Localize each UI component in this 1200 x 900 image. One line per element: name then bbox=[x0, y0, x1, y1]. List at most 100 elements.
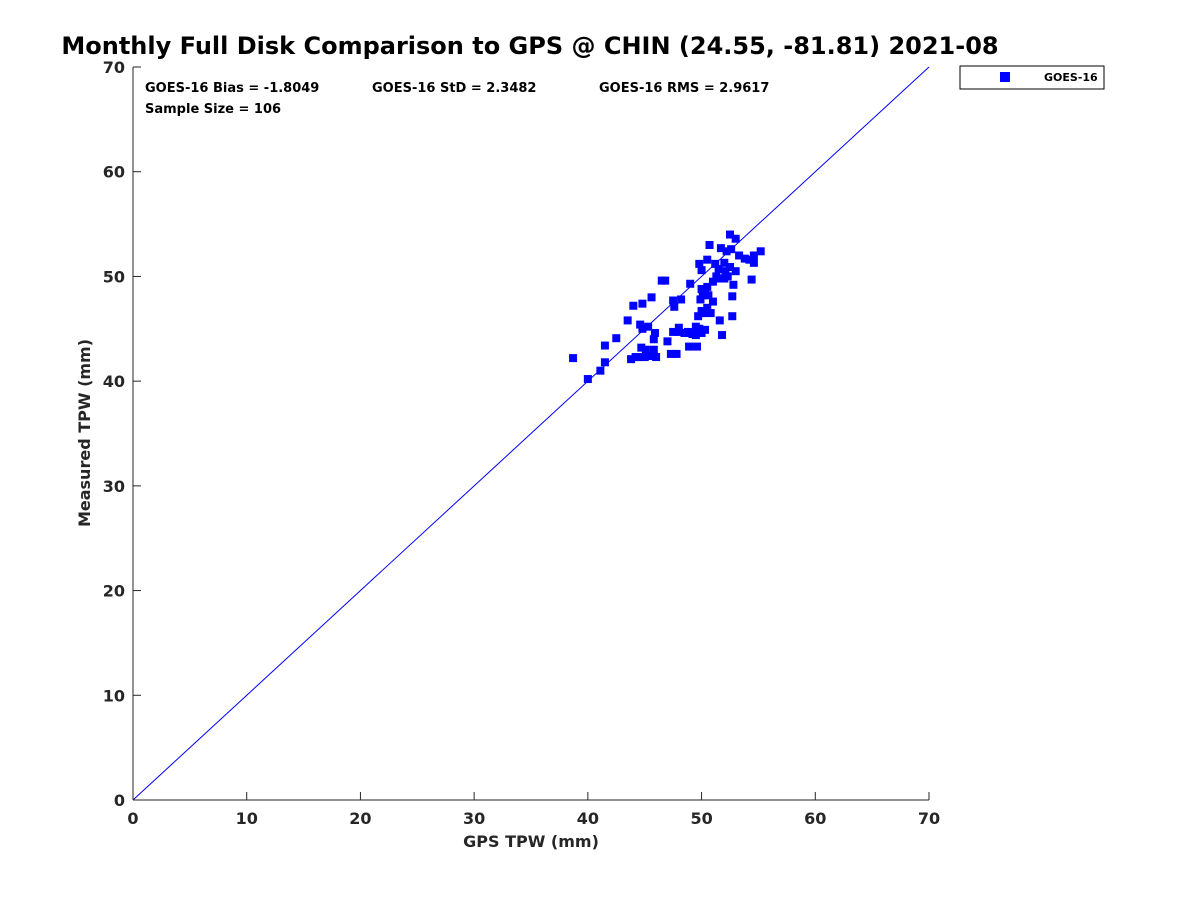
data-point bbox=[704, 291, 713, 300]
legend-box bbox=[959, 65, 1105, 90]
y-tick-label: 10 bbox=[103, 686, 125, 705]
data-point bbox=[623, 316, 632, 325]
data-point bbox=[731, 234, 740, 243]
data-point bbox=[735, 251, 744, 260]
data-point bbox=[722, 247, 731, 256]
data-point bbox=[629, 301, 638, 310]
data-point bbox=[641, 345, 650, 354]
x-tick-label: 30 bbox=[463, 809, 485, 828]
data-point bbox=[652, 353, 661, 362]
data-point bbox=[695, 259, 704, 268]
data-point bbox=[703, 255, 712, 264]
data-point bbox=[706, 309, 715, 318]
data-point bbox=[728, 292, 737, 301]
data-point bbox=[694, 312, 703, 321]
data-point bbox=[699, 309, 708, 318]
data-point bbox=[749, 251, 758, 260]
data-point bbox=[700, 287, 709, 296]
data-point bbox=[627, 355, 636, 364]
data-point bbox=[649, 345, 658, 354]
data-point bbox=[638, 299, 647, 308]
data-point bbox=[677, 295, 686, 304]
data-point bbox=[691, 331, 700, 340]
x-tick-label: 70 bbox=[918, 809, 940, 828]
data-point bbox=[708, 277, 717, 286]
data-point bbox=[661, 276, 670, 285]
data-point bbox=[640, 353, 649, 362]
y-tick-label: 40 bbox=[103, 372, 125, 391]
data-point bbox=[721, 267, 730, 276]
data-point bbox=[674, 327, 683, 336]
data-point bbox=[727, 245, 736, 254]
data-point bbox=[569, 354, 578, 363]
y-axis-label: Measured TPW (mm) bbox=[75, 339, 94, 527]
data-point bbox=[718, 331, 727, 340]
data-point bbox=[726, 230, 734, 239]
data-point bbox=[703, 303, 712, 312]
data-point bbox=[637, 343, 646, 352]
data-point bbox=[669, 296, 678, 305]
data-point bbox=[685, 342, 694, 351]
data-point bbox=[649, 335, 658, 344]
data-point bbox=[669, 327, 678, 336]
x-tick-label: 60 bbox=[804, 809, 826, 828]
data-point bbox=[747, 275, 756, 284]
y-tick-label: 20 bbox=[103, 582, 125, 601]
y-tick-label: 30 bbox=[103, 477, 125, 496]
data-point bbox=[596, 366, 605, 375]
data-point bbox=[714, 265, 723, 274]
data-point bbox=[683, 327, 692, 336]
data-point bbox=[696, 295, 705, 304]
y-tick-label: 70 bbox=[103, 58, 125, 77]
data-point bbox=[644, 322, 653, 331]
x-tick-label: 10 bbox=[236, 809, 258, 828]
legend-marker-goes-16 bbox=[1000, 72, 1010, 82]
x-tick-label: 0 bbox=[127, 809, 138, 828]
data-point bbox=[697, 266, 706, 275]
data-point bbox=[698, 291, 707, 300]
data-point bbox=[723, 272, 732, 281]
data-point bbox=[728, 312, 737, 321]
data-point bbox=[756, 247, 765, 256]
data-point bbox=[715, 316, 724, 325]
data-point bbox=[635, 353, 644, 362]
x-tick-label: 50 bbox=[690, 809, 712, 828]
data-point bbox=[740, 254, 749, 263]
data-point bbox=[726, 263, 734, 272]
data-point bbox=[703, 282, 712, 291]
data-point bbox=[708, 297, 717, 306]
data-point bbox=[674, 323, 683, 332]
data-point bbox=[638, 324, 647, 333]
chart-title: Monthly Full Disk Comparison to GPS @ CH… bbox=[61, 32, 998, 60]
data-point bbox=[711, 259, 720, 268]
reference-line-layer bbox=[132, 66, 930, 801]
data-point bbox=[670, 302, 679, 311]
data-point bbox=[749, 258, 758, 267]
data-point bbox=[705, 241, 714, 250]
sample-size-stat: Sample Size = 106 bbox=[145, 102, 281, 117]
one-to-one-line bbox=[132, 66, 930, 801]
rms-stat: GOES-16 RMS = 2.9617 bbox=[599, 81, 769, 96]
data-point bbox=[693, 342, 702, 351]
data-point bbox=[600, 358, 609, 367]
data-point bbox=[663, 337, 672, 346]
data-point bbox=[700, 325, 709, 334]
y-tick-label: 0 bbox=[114, 791, 125, 810]
data-point bbox=[713, 274, 722, 283]
data-point bbox=[686, 279, 695, 288]
data-point bbox=[729, 280, 738, 289]
data-point bbox=[646, 352, 655, 361]
axes-layer: 0 10 20 30 40 50 60 70 0 10 20 30 40 50 60 70 bbox=[103, 58, 940, 828]
legend-label-goes-16: GOES-16 bbox=[1044, 71, 1098, 84]
data-point bbox=[672, 349, 681, 358]
data-points-layer bbox=[569, 230, 765, 384]
y-tick-label: 60 bbox=[103, 163, 125, 182]
data-point bbox=[716, 244, 725, 253]
data-point bbox=[583, 375, 592, 384]
legend: GOES-16 bbox=[959, 65, 1105, 90]
data-point bbox=[695, 324, 704, 333]
data-point bbox=[731, 267, 740, 276]
x-axis-label: GPS TPW (mm) bbox=[463, 832, 599, 851]
y-tick-label: 50 bbox=[103, 267, 125, 286]
